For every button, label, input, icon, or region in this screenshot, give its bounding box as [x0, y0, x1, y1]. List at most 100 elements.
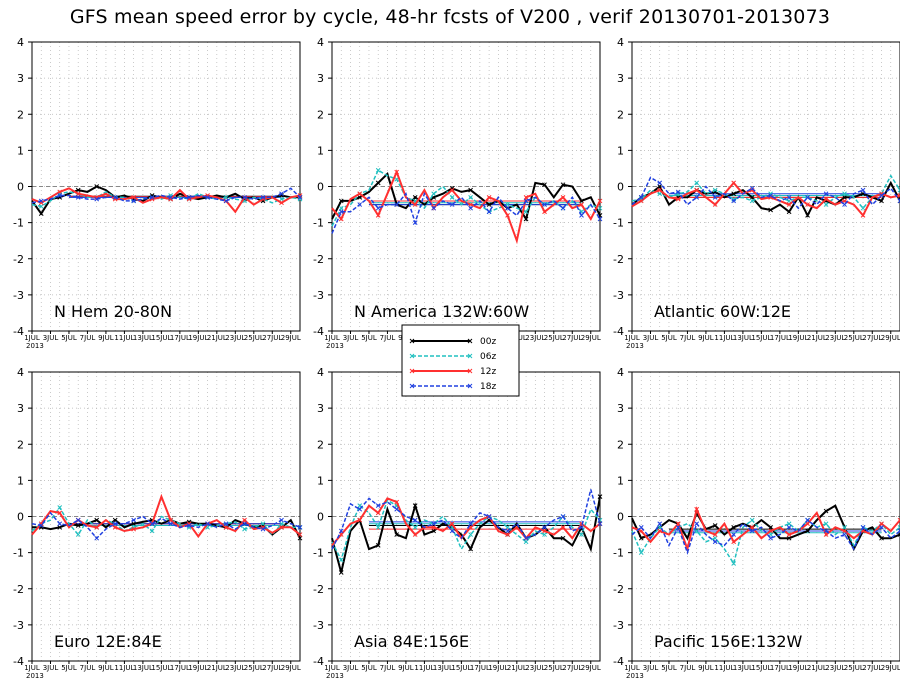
region-label: Pacific 156E:132W	[654, 632, 803, 651]
x-tick-label: 15JUL	[151, 334, 171, 342]
point-marker-00z	[375, 543, 381, 548]
point-marker-18z	[597, 521, 603, 527]
point-marker-06z	[749, 198, 755, 204]
legend-label-06z: 06z	[480, 352, 496, 362]
series-line-18z	[631, 176, 900, 210]
point-marker-00z	[412, 503, 418, 509]
point-marker-18z	[38, 523, 44, 528]
point-marker-00z	[394, 532, 400, 537]
point-marker-12z	[131, 194, 137, 200]
x-tick-label: 21JUL	[807, 334, 827, 342]
x-tick-label: 5JUL	[661, 334, 677, 342]
y-tick-label: 2	[317, 438, 324, 451]
x-tick-label: 5JUL	[361, 334, 377, 342]
x-tick-label: 27JUL	[262, 334, 282, 342]
point-marker-12z	[223, 524, 229, 530]
point-marker-18z	[675, 524, 681, 530]
point-marker-00z	[579, 198, 584, 204]
point-marker-18z	[412, 220, 418, 225]
panel-1: -4-3-2-1012341JUL3JUL5JUL7JUL9JUL11JUL13…	[313, 36, 603, 350]
x-tick-label: 3JUL	[343, 664, 359, 672]
point-marker-18z	[842, 202, 847, 207]
x-tick-label: 9JUL	[698, 664, 714, 672]
point-marker-00z	[338, 198, 344, 204]
series-line-18z	[31, 187, 301, 204]
point-marker-12z	[860, 213, 866, 218]
point-marker-00z	[805, 213, 810, 218]
point-marker-18z	[579, 524, 584, 530]
x-tick-label: 9JUL	[98, 334, 114, 342]
point-marker-12z	[712, 532, 718, 537]
point-marker-18z	[112, 194, 118, 200]
point-marker-12z	[657, 528, 663, 534]
y-tick-label: 3	[617, 402, 624, 415]
point-marker-00z	[375, 180, 381, 186]
y-tick-label: 1	[317, 474, 324, 487]
point-marker-18z	[357, 506, 363, 512]
point-marker-12z	[505, 532, 510, 537]
region-label: Asia 84E:156E	[354, 632, 469, 651]
series-line-06z	[331, 169, 601, 227]
series-line-00z	[32, 518, 301, 539]
point-marker-12z	[731, 180, 737, 186]
point-marker-00z	[57, 524, 63, 530]
point-marker-00z	[879, 535, 884, 541]
x-tick-label: 15JUL	[751, 664, 771, 672]
x-tick-label: 17JUL	[770, 664, 790, 672]
y-tick-label: -4	[13, 655, 24, 668]
point-marker-06z	[468, 532, 473, 537]
y-tick-label: 1	[317, 144, 324, 157]
y-tick-label: -3	[13, 619, 24, 632]
x-tick-label: 23JUL	[525, 334, 545, 342]
point-marker-12z	[57, 510, 63, 516]
point-marker-12z	[486, 194, 492, 200]
x-tick-label: 23JUL	[225, 334, 245, 342]
legend-marker	[467, 353, 473, 359]
point-marker-18z	[542, 524, 547, 530]
point-marker-12z	[168, 196, 173, 202]
x-tick-label: 13JUL	[133, 664, 153, 672]
point-marker-06z	[712, 535, 718, 541]
y-tick-label: -4	[13, 325, 24, 338]
x-tick-label: 3JUL	[643, 664, 659, 672]
point-marker-06z	[897, 524, 900, 530]
point-marker-06z	[375, 167, 381, 173]
point-marker-06z	[338, 205, 344, 211]
y-tick-label: 0	[17, 511, 24, 524]
point-marker-00z	[94, 184, 100, 189]
point-marker-18z	[449, 202, 455, 207]
point-marker-06z	[897, 187, 900, 193]
point-marker-12z	[338, 532, 344, 537]
x-year-label: 2013	[326, 342, 344, 350]
legend: 00z 06z 12z 18z	[401, 324, 520, 397]
point-marker-00z	[597, 494, 603, 499]
point-marker-12z	[786, 532, 792, 537]
y-tick-label: 4	[317, 36, 324, 49]
point-marker-00z	[431, 528, 437, 534]
x-year-label: 2013	[626, 672, 644, 680]
point-marker-00z	[38, 211, 44, 216]
point-marker-18z	[749, 528, 755, 534]
point-marker-18z	[860, 524, 866, 530]
point-marker-18z	[560, 514, 566, 519]
panel-2: -4 -3 -2 -1 0 1 2 3 4 1JUL 3JUL 5JUL 7JUL 9JUL 11JUL13…	[613, 36, 900, 350]
point-marker-18z	[75, 517, 81, 523]
x-tick-label: 21JUL	[207, 334, 227, 342]
point-marker-18z	[357, 202, 363, 207]
x-tick-label: 25JUL	[244, 334, 264, 342]
point-marker-18z	[242, 194, 247, 200]
point-marker-12z	[805, 202, 810, 207]
region-label: N America 132W:60W	[354, 302, 529, 321]
point-marker-18z	[297, 524, 303, 530]
point-marker-06z	[694, 180, 700, 186]
x-tick-label: 3JUL	[43, 664, 59, 672]
point-marker-12z	[357, 517, 363, 523]
x-tick-label: 1JUL	[324, 664, 340, 672]
x-tick-label: 29JUL	[281, 334, 301, 342]
point-marker-00z	[338, 570, 344, 575]
y-tick-label: 4	[617, 366, 624, 379]
point-marker-18z	[431, 521, 437, 527]
point-marker-18z	[879, 193, 884, 198]
series-line-18z	[331, 489, 601, 550]
point-marker-00z	[468, 546, 473, 552]
